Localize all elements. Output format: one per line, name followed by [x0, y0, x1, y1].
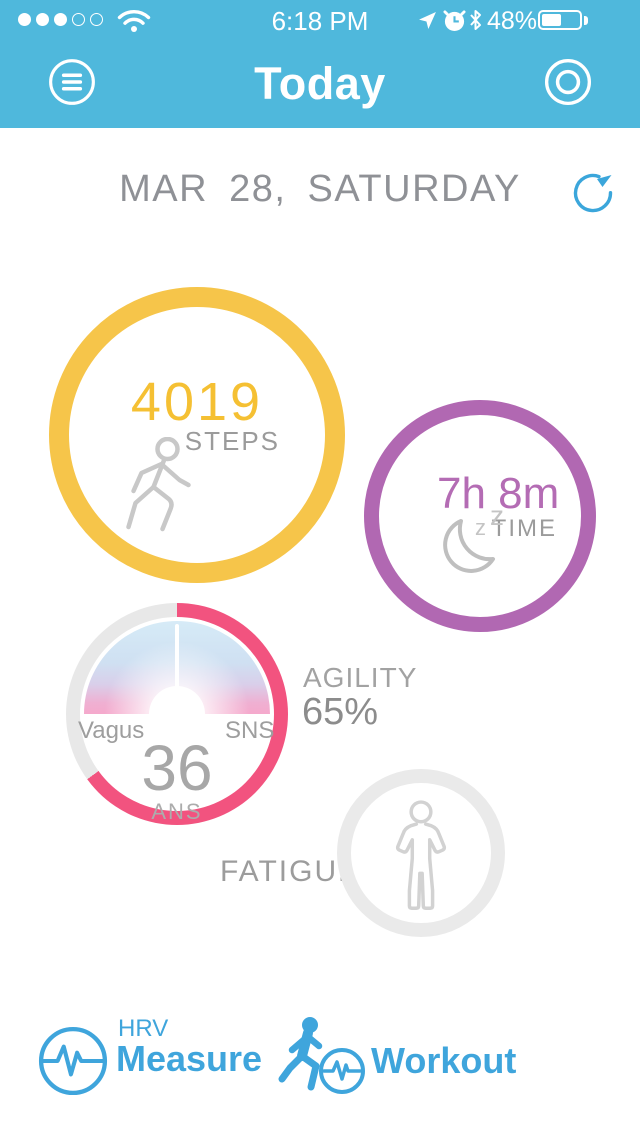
battery-percent: 48% — [487, 7, 538, 35]
status-bar: 6:18 PM 48% — [0, 0, 640, 40]
walking-person-icon — [126, 437, 191, 532]
agility-value: 65% — [302, 691, 379, 733]
moon-sleep-icon: z z — [443, 507, 504, 573]
nav-bar: Today — [0, 40, 640, 128]
moon-z-large: z — [490, 507, 504, 531]
ans-gauge — [84, 621, 270, 714]
battery-fill — [542, 14, 562, 26]
sleep-card[interactable]: 7h 8m TIME z z — [364, 400, 596, 632]
hrv-top-label: HRV — [118, 1015, 169, 1042]
vagus-label: Vagus — [78, 717, 145, 744]
ans-value: 36 — [141, 732, 213, 804]
workout-button[interactable]: Workout — [278, 1012, 538, 1102]
steps-card[interactable]: 4019 STEPS — [49, 287, 345, 583]
fatigue-label: FATIGUE — [220, 855, 361, 888]
wifi-icon — [117, 10, 151, 32]
signal-dots — [18, 13, 103, 26]
agility-label: AGILITY — [303, 662, 418, 693]
location-icon — [419, 12, 436, 29]
record-button[interactable] — [543, 57, 593, 107]
sns-label: SNS — [225, 717, 275, 744]
ecg-heartbeat-circle-icon — [38, 1026, 108, 1096]
refresh-button[interactable] — [569, 168, 617, 216]
alarm-icon — [443, 10, 466, 32]
fatigue-card[interactable] — [337, 769, 505, 937]
menu-icon — [49, 59, 95, 105]
record-icon — [544, 58, 592, 106]
refresh-icon — [573, 173, 613, 213]
steps-label: STEPS — [184, 426, 280, 456]
sleep-label: TIME — [491, 515, 557, 542]
hrv-main-label: Measure — [116, 1038, 263, 1079]
hrv-measure-button[interactable]: HRV Measure — [37, 1012, 347, 1102]
sleep-value: 7h 8m — [437, 469, 560, 518]
runner-with-ecg-circle-icon — [278, 1017, 365, 1094]
battery-icon — [538, 10, 588, 30]
status-time: 6:18 PM — [271, 6, 369, 36]
menu-button[interactable] — [47, 57, 97, 107]
workout-label: Workout — [371, 1040, 517, 1081]
date-label: MAR 28, SATURDAY — [119, 168, 521, 210]
standing-person-icon — [395, 800, 447, 910]
header: 6:18 PM 48% Today — [0, 0, 640, 128]
steps-value: 4019 — [130, 372, 264, 432]
gauge-needle — [175, 624, 179, 714]
bluetooth-icon — [470, 10, 481, 30]
ans-card[interactable]: Vagus SNS 36 ANS — [66, 603, 288, 825]
moon-z-small: z — [475, 515, 486, 540]
ans-label: ANS — [151, 799, 203, 824]
page-title: Today — [254, 58, 386, 109]
